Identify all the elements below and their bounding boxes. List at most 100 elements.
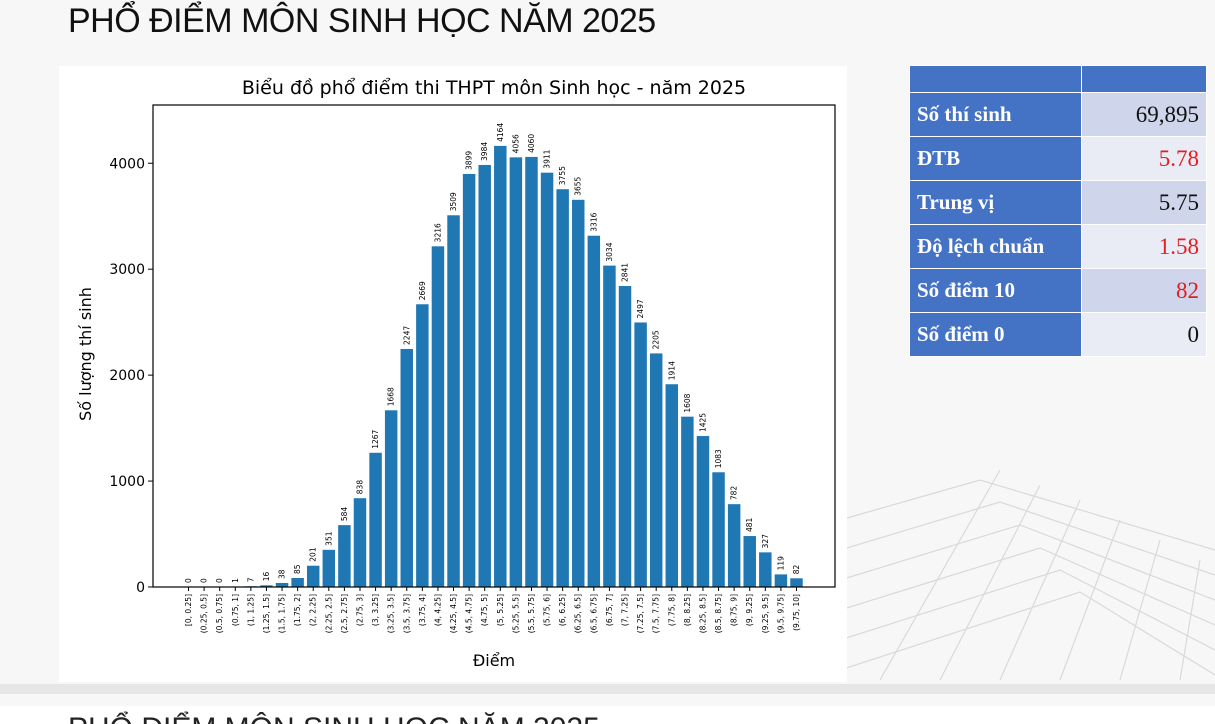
chart-bar — [696, 436, 710, 587]
chart-bar — [384, 410, 398, 587]
stat-value: 5.78 — [1081, 136, 1207, 181]
x-tick-label: (3.25, 3.5] — [387, 594, 396, 633]
table-row: Trung vị 5.75 — [909, 180, 1207, 225]
bar-value-label: 82 — [792, 565, 801, 575]
bar-value-label: 1 — [231, 578, 240, 583]
chart-bar — [462, 173, 476, 587]
bar-value-label: 3755 — [558, 166, 567, 185]
x-axis-label: Điểm — [473, 651, 515, 670]
chart-bar — [649, 353, 663, 587]
bar-value-label: 1083 — [714, 449, 723, 468]
x-tick-label: (8.5, 8.75] — [714, 594, 723, 633]
chart-bar — [338, 525, 351, 587]
bar-value-label: 38 — [278, 569, 287, 579]
chart-bar — [634, 322, 647, 587]
x-tick-label: (0.25, 0.5] — [200, 594, 209, 633]
next-section-title: PHỔ ĐIỂM MÔN SINH HỌC NĂM 2025 — [68, 712, 600, 724]
stat-label: Trung vị — [909, 180, 1082, 225]
chart-bar — [790, 578, 803, 587]
bar-value-label: 838 — [355, 480, 364, 495]
chart-bar — [400, 348, 413, 587]
x-tick-label: (8.75, 9] — [730, 594, 739, 626]
x-tick-label: (1.5, 1.75] — [278, 594, 287, 633]
chart-bar — [494, 145, 507, 587]
bar-value-label: 3034 — [605, 242, 614, 261]
x-tick-label: (2.75, 3] — [355, 594, 364, 626]
x-tick-label: (1, 1.25] — [246, 594, 255, 626]
x-tick-label: (7.5, 7.75] — [652, 594, 661, 633]
bar-value-label: 3216 — [433, 223, 442, 242]
chart-bar — [572, 199, 585, 587]
bar-value-label: 1425 — [698, 413, 707, 432]
bar-value-label: 119 — [776, 556, 785, 571]
bar-value-label: 4060 — [527, 134, 536, 153]
bar-value-label: 351 — [324, 531, 333, 546]
next-section-strip: PHỔ ĐIỂM MÔN SINH HỌC NĂM 2025 — [0, 706, 1215, 724]
x-tick-label: (6, 6.25] — [558, 594, 567, 626]
x-tick-label: (5.75, 6] — [543, 594, 552, 626]
x-tick-label: (0.5, 0.75] — [215, 594, 224, 633]
decorative-grid-background — [840, 469, 1215, 680]
bar-value-label: 3911 — [543, 149, 552, 168]
bar-value-label: 0 — [200, 578, 209, 583]
bar-value-label: 0 — [215, 578, 224, 583]
x-tick-label: (6.25, 6.5] — [574, 594, 583, 633]
chart-bar — [681, 416, 694, 587]
table-row: Độ lệch chuẩn 1.58 — [909, 224, 1207, 269]
chart-bar — [525, 156, 538, 587]
chart-bar — [603, 265, 616, 587]
y-tick-label: 0 — [136, 580, 145, 596]
stat-value: 0 — [1081, 312, 1207, 357]
table-row: Số điểm 0 0 — [909, 312, 1207, 357]
bar-value-label: 85 — [293, 564, 302, 574]
statistics-table: Số thí sinh 69,895 ĐTB 5.78 Trung vị 5.7… — [909, 65, 1207, 357]
page-title: PHỔ ĐIỂM MÔN SINH HỌC NĂM 2025 — [68, 2, 656, 40]
bar-value-label: 1267 — [371, 429, 380, 448]
bar-value-label: 1668 — [387, 387, 396, 406]
x-tick-label: (8, 8.25] — [683, 594, 692, 626]
stat-value: 69,895 — [1081, 92, 1207, 137]
bar-value-label: 0 — [184, 578, 193, 583]
chart-bar — [712, 472, 725, 587]
stat-label: Độ lệch chuẩn — [909, 224, 1082, 269]
bar-value-label: 2205 — [652, 330, 661, 349]
chart-bar — [618, 286, 632, 587]
bar-value-label: 327 — [761, 534, 770, 549]
bar-value-label: 201 — [309, 547, 318, 562]
bar-value-label: 3316 — [589, 212, 598, 231]
x-tick-label: (4.75, 5] — [480, 594, 489, 626]
x-tick-label: (6.5, 6.75] — [589, 594, 598, 633]
bar-value-label: 3899 — [465, 151, 474, 170]
stat-label: ĐTB — [909, 136, 1082, 181]
y-tick-label: 4000 — [109, 156, 145, 172]
bar-value-label: 7 — [246, 577, 255, 582]
bar-value-label: 3655 — [574, 176, 583, 195]
x-tick-label: (0.75, 1] — [231, 594, 240, 626]
x-tick-label: (7.75, 8] — [667, 594, 676, 626]
x-tick-label: (1.75, 2] — [293, 594, 302, 626]
table-row: Số điểm 10 82 — [909, 268, 1207, 313]
x-tick-label: (2, 2.25] — [309, 594, 318, 626]
bar-value-label: 2247 — [402, 326, 411, 345]
bar-value-label: 1914 — [667, 361, 676, 380]
chart-bar — [291, 578, 304, 587]
chart-bar — [759, 552, 772, 587]
chart-bar — [478, 164, 491, 587]
x-tick-label: (9.25, 9.5] — [761, 594, 770, 633]
chart-bar — [727, 504, 741, 587]
stat-value: 1.58 — [1081, 224, 1207, 269]
bar-value-label: 2669 — [418, 281, 427, 300]
section-divider — [0, 684, 1215, 694]
x-tick-label: (3.75, 4] — [418, 594, 427, 626]
chart-panel: Biểu đồ phổ điểm thi THPT môn Sinh học -… — [59, 66, 847, 682]
x-tick-label: (5.5, 5.75] — [527, 594, 536, 633]
x-tick-label: (5.25, 5.5] — [511, 594, 520, 633]
x-tick-label: (5, 5.25] — [496, 594, 505, 626]
x-tick-label: (7, 7.25] — [621, 594, 630, 626]
chart-bar — [369, 452, 382, 587]
chart-bar — [743, 536, 756, 587]
x-tick-label: (6.75, 7] — [605, 594, 614, 626]
score-distribution-chart: Biểu đồ phổ điểm thi THPT môn Sinh học -… — [76, 77, 836, 670]
x-tick-label: (4, 4.25] — [433, 594, 442, 626]
bar-value-label: 2497 — [636, 299, 645, 318]
